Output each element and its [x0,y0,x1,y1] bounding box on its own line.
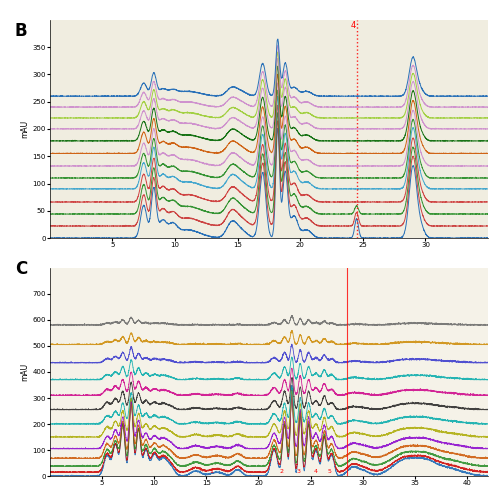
Text: 3: 3 [296,469,300,474]
Text: 4: 4 [350,21,356,30]
Text: C: C [15,260,27,278]
Y-axis label: mAU: mAU [20,363,29,381]
Text: 1: 1 [210,469,214,474]
Text: 5: 5 [328,469,331,474]
Text: 2: 2 [279,469,283,474]
Text: 4: 4 [314,469,318,474]
Y-axis label: mAU: mAU [20,120,29,138]
Text: B: B [15,22,27,40]
